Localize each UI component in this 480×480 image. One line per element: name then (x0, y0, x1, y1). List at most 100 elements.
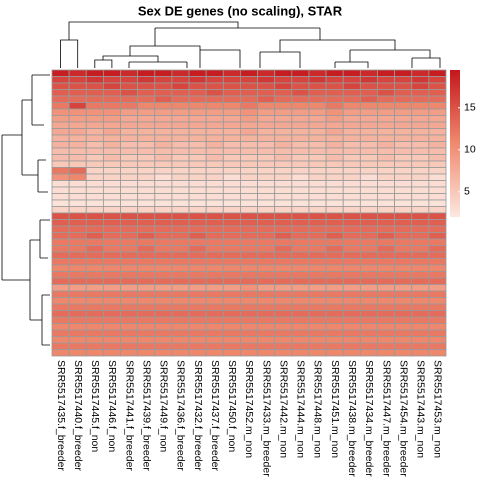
heatmap-cell (171, 134, 190, 142)
heatmap-cell (120, 95, 139, 103)
heatmap-cell (68, 186, 87, 194)
heatmap-cell (411, 102, 430, 110)
heatmap-cell (428, 167, 447, 175)
heatmap-cell (222, 290, 241, 298)
heatmap-cell (85, 167, 104, 175)
heatmap-cell (188, 329, 207, 337)
heatmap-cell (359, 102, 378, 110)
heatmap-cell (394, 154, 413, 162)
heatmap-cell (154, 264, 173, 272)
column-label: SRR5517439.f_breeder (140, 360, 152, 471)
heatmap-cell (257, 284, 276, 292)
heatmap-cell (240, 147, 258, 155)
heatmap-cell (188, 128, 207, 136)
heatmap-cell (377, 297, 396, 305)
heatmap-cell (154, 128, 173, 136)
heatmap-cell (274, 160, 293, 168)
heatmap-cell (394, 277, 413, 285)
heatmap-cell (274, 128, 293, 136)
heatmap-cell (120, 349, 139, 357)
heatmap-cell (394, 212, 413, 220)
heatmap-cell (377, 329, 396, 337)
heatmap-cell (325, 349, 344, 357)
heatmap-cell (428, 290, 447, 298)
heatmap-cell (85, 115, 104, 123)
heatmap-cell (85, 134, 104, 142)
heatmap-cell (68, 76, 87, 84)
heatmap-cell (428, 349, 447, 357)
heatmap-cell (257, 245, 276, 253)
heatmap-cell (411, 180, 430, 188)
heatmap-cell (102, 128, 121, 136)
heatmap-cell (240, 102, 258, 110)
heatmap-cell (257, 102, 276, 110)
heatmap-cell (102, 212, 121, 220)
heatmap-cell (342, 342, 361, 350)
heatmap-cell (411, 336, 430, 344)
heatmap-cell (85, 271, 104, 279)
heatmap-cell (120, 102, 139, 110)
column-label: SRR5517441.f_breeder (123, 360, 135, 471)
heatmap-cell (342, 134, 361, 142)
heatmap-cell (240, 232, 258, 240)
heatmap-cell (377, 186, 396, 194)
heatmap-cell (120, 303, 139, 311)
heatmap-cell (102, 329, 121, 337)
heatmap-cell (377, 349, 396, 357)
heatmap-cell (154, 160, 173, 168)
heatmap-cell (188, 264, 207, 272)
heatmap-cell (188, 238, 207, 246)
heatmap-cell (325, 82, 344, 90)
heatmap-cell (325, 258, 344, 266)
heatmap-cell (51, 180, 70, 188)
heatmap-cell (342, 199, 361, 207)
heatmap-cell (342, 336, 361, 344)
heatmap-cell (68, 115, 87, 123)
heatmap-cell (257, 128, 276, 136)
heatmap-cell (51, 219, 70, 227)
heatmap-cell (188, 102, 207, 110)
heatmap-cell (137, 95, 156, 103)
heatmap-cell (102, 173, 121, 181)
heatmap-cell (68, 102, 87, 110)
heatmap-cell (411, 167, 430, 175)
heatmap-cell (102, 199, 121, 207)
heatmap-cell (188, 342, 207, 350)
heatmap-cell (428, 82, 447, 90)
column-label: SRR5517442.m_non (277, 360, 289, 458)
heatmap-cell (102, 277, 121, 285)
heatmap-cell (411, 108, 430, 116)
heatmap-cell (68, 219, 87, 227)
heatmap-cell (171, 89, 190, 97)
heatmap-cell (137, 284, 156, 292)
heatmap-cell (342, 69, 361, 77)
heatmap-cell (188, 121, 207, 129)
column-label: SRR5517443.m_non (415, 360, 427, 458)
heatmap-cell (240, 167, 258, 175)
heatmap-cell (291, 147, 310, 155)
heatmap-cell (102, 238, 121, 246)
heatmap-cell (137, 108, 156, 116)
heatmap-cell (274, 297, 293, 305)
heatmap-cell (68, 251, 87, 259)
heatmap-cell (377, 173, 396, 181)
heatmap-cell (240, 82, 258, 90)
column-label: SRR5517446.f_non (106, 360, 118, 452)
heatmap-cell (291, 219, 310, 227)
heatmap-cell (274, 186, 293, 194)
heatmap-cell (240, 271, 258, 279)
heatmap-cell (359, 342, 378, 350)
heatmap-cell (325, 290, 344, 298)
heatmap-cell (188, 245, 207, 253)
heatmap-cell (222, 141, 241, 149)
heatmap-cell (274, 95, 293, 103)
heatmap-cell (120, 323, 139, 331)
heatmap-cell (137, 342, 156, 350)
heatmap-cell (308, 323, 327, 331)
heatmap-cell (359, 225, 378, 233)
heatmap-cell (240, 349, 258, 357)
heatmap-cell (188, 95, 207, 103)
heatmap-cell (257, 147, 276, 155)
heatmap-cell (240, 329, 258, 337)
heatmap-cell (240, 180, 258, 188)
